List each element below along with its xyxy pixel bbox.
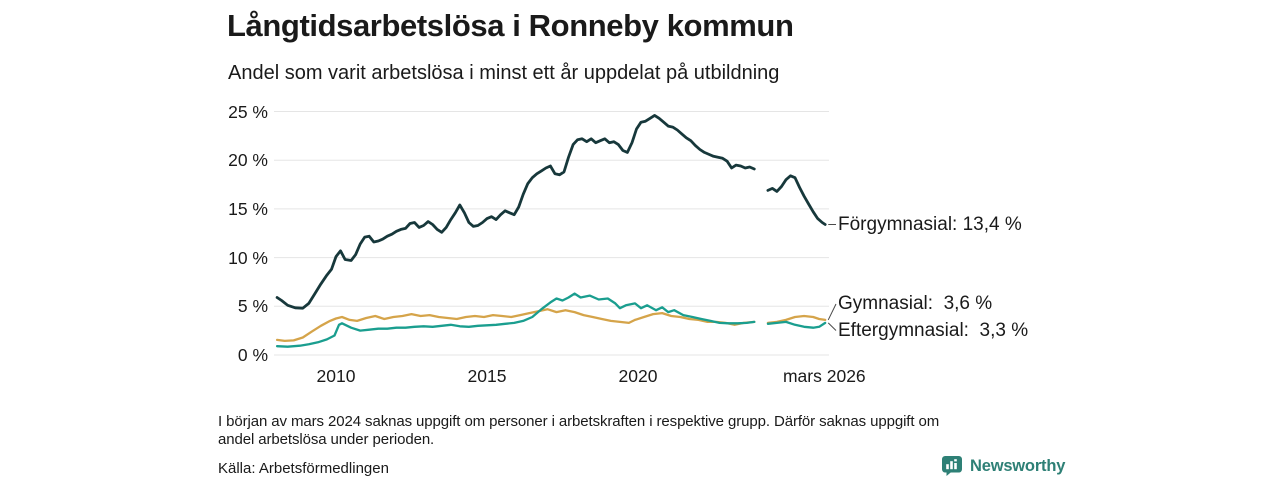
page-title: Långtidsarbetslösa i Ronneby kommun <box>227 8 794 43</box>
footnote-line1: I början av mars 2024 saknas uppgift om … <box>218 413 940 430</box>
y-tick-label: 20 % <box>228 150 268 171</box>
y-tick-label: 25 % <box>228 101 268 122</box>
y-tick-label: 5 % <box>237 296 268 317</box>
y-tick-label: 10 % <box>228 247 268 268</box>
x-tick-label: mars 2026 <box>782 366 866 386</box>
footnote-line2: andel arbetslösa under perioden. <box>218 430 435 448</box>
series-line-eftergymnasial <box>766 320 827 329</box>
series-line-förgymnasial <box>275 114 756 310</box>
newsworthy-branding: Newsworthy <box>941 455 1065 477</box>
leader-line <box>827 322 837 331</box>
series-line-eftergymnasial <box>275 292 756 348</box>
y-tick-label: 15 % <box>228 198 268 219</box>
series-end-label-förgymnasial: Förgymnasial: 13,4 % <box>838 213 1022 235</box>
footnote: I början av mars 2024 saknas uppgift om … <box>218 413 1048 448</box>
leader-line <box>827 303 837 321</box>
series-line-gymnasial <box>275 308 756 343</box>
chart-subtitle: Andel som varit arbetslösa i minst ett å… <box>228 62 780 84</box>
x-tick-label: 2010 <box>316 366 356 386</box>
series-line-förgymnasial <box>766 174 827 226</box>
series-end-label-eftergymnasial: Eftergymnasial: 3,3 % <box>838 319 1029 341</box>
y-tick-label: 0 % <box>237 345 268 365</box>
series-end-label-gymnasial: Gymnasial: 3,6 % <box>838 293 993 314</box>
newsworthy-logo-icon <box>942 456 962 476</box>
x-tick-label: 2015 <box>467 366 507 386</box>
x-tick-label: 2020 <box>618 366 658 386</box>
series-line-gymnasial <box>766 314 827 325</box>
newsworthy-logo-text: Newsworthy <box>970 456 1066 475</box>
source-label: Källa: Arbetsförmedlingen <box>218 460 389 477</box>
